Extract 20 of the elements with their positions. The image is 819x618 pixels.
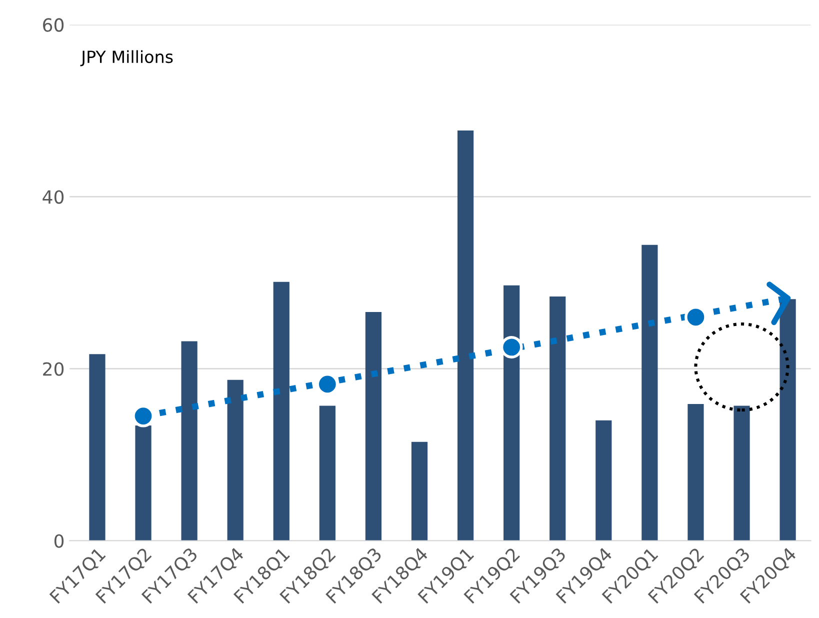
- bar: [411, 442, 428, 541]
- bar: [181, 341, 198, 541]
- y-tick-label: 40: [42, 190, 64, 204]
- bar: [89, 354, 106, 541]
- bar: [688, 404, 704, 541]
- bar: [135, 426, 152, 541]
- y-axis-title: JPY Millions: [80, 50, 173, 66]
- bar: [227, 380, 244, 541]
- bar: [596, 420, 612, 541]
- y-tick-label: 20: [43, 362, 64, 376]
- bar: [365, 312, 382, 541]
- bar: [642, 244, 658, 541]
- bar: [550, 296, 566, 541]
- bar: [457, 130, 474, 541]
- bar: [734, 406, 750, 541]
- y-tick-label: 60: [43, 18, 64, 32]
- bar: [504, 285, 520, 541]
- bar: [273, 282, 290, 541]
- y-tick-label: 0: [54, 534, 64, 548]
- bar: [319, 406, 336, 541]
